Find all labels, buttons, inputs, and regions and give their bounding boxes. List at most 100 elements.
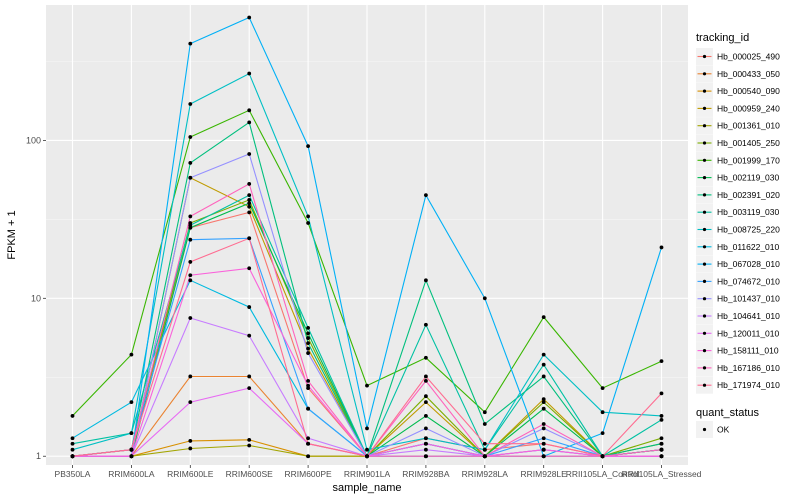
data-point: [129, 400, 134, 405]
data-point: [188, 102, 193, 106]
data-point: [600, 410, 605, 415]
legend-item: Hb_104641_010: [696, 307, 780, 325]
data-point: [306, 383, 311, 388]
legend-label: Hb_104641_010: [717, 311, 780, 321]
legend-point: [702, 193, 707, 197]
data-point: [541, 426, 546, 431]
legend-label: Hb_171974_010: [717, 380, 780, 390]
data-point: [306, 351, 311, 355]
legend-quant-status-title: quant_status: [696, 407, 759, 419]
data-point: [365, 454, 369, 459]
data-point: [659, 436, 664, 441]
data-point: [247, 266, 252, 271]
data-point: [541, 362, 546, 367]
legend-tracking-id: tracking_id Hb_000025_490Hb_000433_050Hb…: [696, 32, 780, 394]
legend-label: Hb_074672_010: [717, 276, 780, 286]
data-point: [129, 454, 134, 459]
data-point: [482, 447, 487, 452]
data-point: [600, 431, 605, 436]
legend-label: Hb_001361_010: [717, 121, 780, 131]
legend-point: [702, 245, 707, 249]
points-Hb_001999_170: [70, 108, 664, 418]
x-tick-label: RRIM600PE: [284, 469, 332, 479]
legend-label: Hb_167186_010: [717, 363, 780, 373]
y-tick-label: 10: [31, 293, 41, 303]
data-point: [247, 386, 252, 391]
data-point: [306, 378, 311, 383]
y-tick-label: 1: [36, 451, 41, 461]
data-point: [365, 426, 369, 431]
data-point: [423, 441, 428, 446]
points-Hb_008725_220: [70, 71, 664, 452]
data-point: [365, 383, 369, 388]
legend-label: Hb_000959_240: [717, 103, 780, 113]
x-tick-label: RRII105LA_Control: [566, 469, 640, 479]
data-point: [541, 397, 546, 402]
x-tick-label: RRIM928LE: [521, 469, 568, 479]
data-point: [247, 204, 252, 209]
legend-label: Hb_000433_050: [717, 69, 780, 79]
data-point: [306, 331, 311, 336]
legend-point: [702, 262, 707, 266]
data-point: [188, 214, 193, 219]
legend-point: [702, 314, 707, 318]
data-point: [659, 417, 664, 422]
legend-item: Hb_000433_050: [696, 65, 780, 83]
data-point: [541, 447, 546, 452]
legend-point: [702, 124, 707, 128]
x-tick-label: RRIM600LA: [108, 469, 155, 479]
legend-label: Hb_120011_010: [717, 328, 780, 338]
legend-item: Hb_000540_090: [696, 82, 780, 100]
legend-point: [702, 141, 707, 145]
data-point: [482, 410, 487, 415]
data-point: [188, 135, 193, 139]
y-axis-ticks: 1 10 100: [26, 135, 46, 461]
data-point: [306, 336, 311, 340]
data-point: [247, 305, 252, 309]
legend-label: Hb_000540_090: [717, 86, 780, 96]
legend-point: [702, 383, 707, 387]
legend-item: Hb_074672_010: [696, 272, 780, 290]
legend-item: Hb_002391_020: [696, 186, 780, 204]
legend-item: Hb_001999_170: [696, 151, 780, 169]
legend-item: Hb_067028_010: [696, 255, 780, 273]
data-point: [541, 441, 546, 446]
data-point: [659, 454, 664, 459]
points-Hb_171974_010: [70, 236, 664, 459]
legend-point: [702, 331, 707, 335]
legend-label: Hb_011622_010: [717, 242, 780, 252]
legend-item: Hb_171974_010: [696, 376, 780, 394]
x-tick-label: RRII105LA_Stressed: [622, 469, 702, 479]
legend-items: Hb_000025_490 Hb_000433_050 Hb_000540_090 H…: [696, 48, 780, 394]
data-point: [541, 352, 546, 357]
data-point: [659, 245, 664, 250]
data-point: [306, 221, 311, 225]
legend-point: [702, 210, 707, 214]
y-axis-title: FPKM + 1: [6, 210, 18, 259]
data-point: [659, 359, 664, 364]
data-point: [306, 214, 311, 219]
data-point: [423, 394, 428, 399]
data-point: [188, 446, 193, 451]
x-tick-label: PB350LA: [55, 469, 91, 479]
data-point: [70, 436, 75, 441]
legend-point: [702, 89, 707, 93]
data-point: [188, 175, 193, 180]
data-point: [188, 161, 193, 165]
data-point: [306, 144, 311, 149]
data-point: [541, 422, 546, 426]
data-point: [129, 431, 134, 436]
data-point: [423, 355, 428, 360]
legend-label: Hb_101437_010: [717, 294, 780, 304]
legend-label: Hb_008725_220: [717, 225, 780, 235]
legend-point: [702, 279, 707, 283]
data-point: [541, 406, 546, 411]
data-point: [247, 374, 252, 379]
data-point: [541, 454, 546, 459]
data-point: [247, 236, 252, 241]
x-tick-label: RRIM928BA: [402, 469, 450, 479]
data-point: [247, 152, 252, 156]
legend-quant-status-point-icon: [702, 427, 707, 432]
x-axis-title: sample_name: [332, 482, 401, 494]
data-point: [659, 441, 664, 446]
